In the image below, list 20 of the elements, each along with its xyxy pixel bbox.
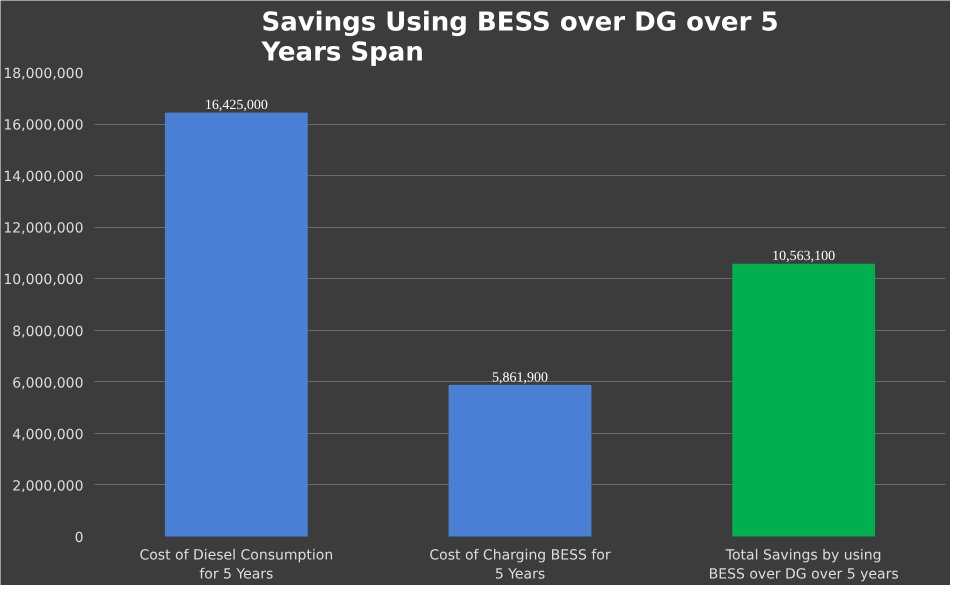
y-tick-label: 12,000,000 bbox=[3, 220, 84, 237]
x-tick-label: Cost of Charging BESS for 5 Years bbox=[429, 548, 611, 583]
x-tick-label: Total Savings by using BESS over DG over 5 years bbox=[708, 548, 899, 583]
y-tick-label: 10,000,000 bbox=[3, 272, 84, 288]
y-tick-label: 2,000,000 bbox=[12, 478, 84, 494]
y-tick-label: 16,000,000 bbox=[3, 118, 84, 134]
data-label: 10,563,100 bbox=[772, 249, 836, 264]
x-tick-label: Cost of Diesel Consumption for 5 Years bbox=[139, 548, 334, 583]
y-tick-label: 0 bbox=[74, 530, 84, 546]
y-tick-label: 8,000,000 bbox=[12, 324, 84, 340]
bar bbox=[448, 384, 592, 536]
y-tick-label: 14,000,000 bbox=[3, 169, 84, 186]
y-tick-label: 4,000,000 bbox=[12, 426, 84, 443]
data-label: 5,861,900 bbox=[492, 370, 548, 386]
y-tick-label: 18,000,000 bbox=[3, 66, 84, 82]
bar bbox=[164, 112, 308, 536]
y-tick-label: 6,000,000 bbox=[12, 375, 84, 392]
bar bbox=[732, 264, 876, 536]
chart-title: Savings Using BESS over DG over 5 Years Span bbox=[260, 8, 779, 68]
data-label: 16,425,000 bbox=[204, 98, 268, 114]
